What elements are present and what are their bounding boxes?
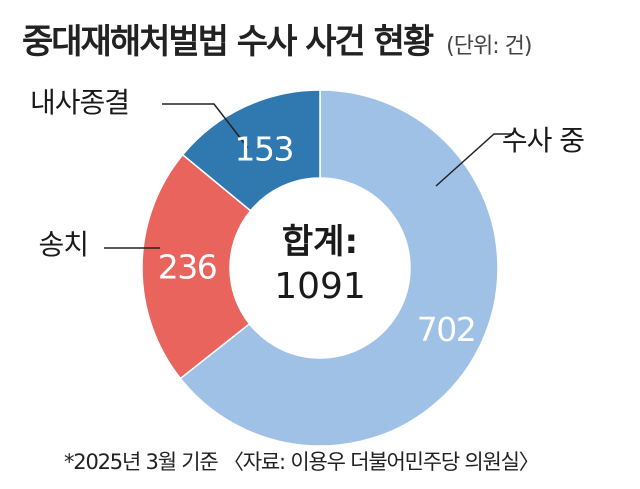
center-total-value: 1091 <box>274 266 366 307</box>
value-label-referred: 236 <box>158 248 217 287</box>
footnote: *2025년 3월 기준 〈자료: 이용우 더불어민주당 의원실〉 <box>64 450 540 474</box>
leader-line-closed <box>162 103 249 149</box>
donut-hole <box>230 178 410 358</box>
value-label-investigating: 702 <box>417 310 476 349</box>
callout-label-closed: 내사종결 <box>30 86 129 119</box>
callout-label-referred: 송치 <box>38 228 88 261</box>
callout-label-investigating: 수사 중 <box>502 124 584 157</box>
value-label-closed: 153 <box>234 130 293 169</box>
title-row: 중대재해처벌법 수사 사건 현황 (단위: 건) <box>22 14 532 63</box>
chart-title: 중대재해처벌법 수사 사건 현황 <box>22 22 434 62</box>
center-total-label: 합계: <box>282 222 358 262</box>
unit-label: (단위: 건) <box>446 34 532 59</box>
leader-line-investigating <box>435 133 514 187</box>
